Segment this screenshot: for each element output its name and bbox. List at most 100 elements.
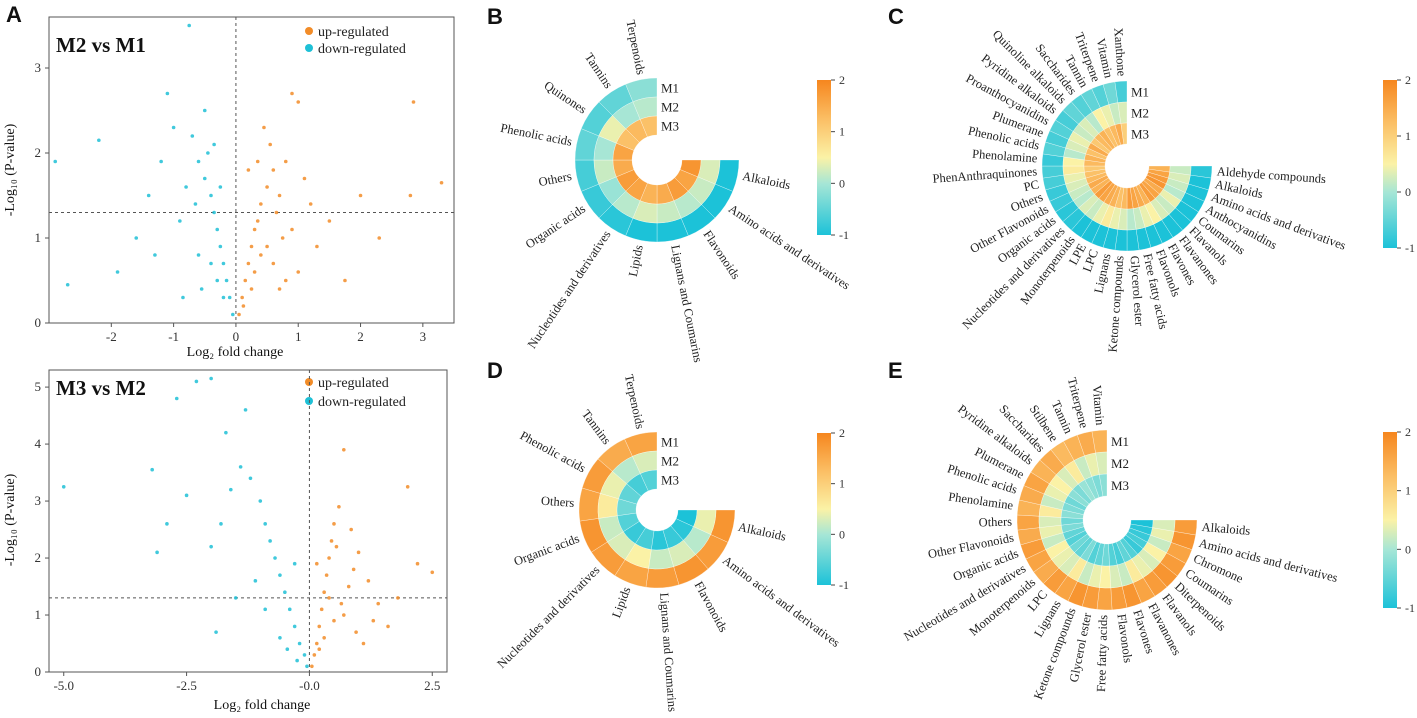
x-axis-label: Log₂ fold change <box>214 698 311 713</box>
up-regulated-point <box>337 504 341 509</box>
up-regulated-point <box>315 244 319 249</box>
down-regulated-point <box>302 653 307 657</box>
up-regulated-point <box>246 261 251 266</box>
up-regulated-point <box>334 544 339 549</box>
up-regulated-point <box>249 244 254 249</box>
up-regulated-point <box>349 527 353 532</box>
up-regulated-point <box>439 180 444 185</box>
x-tick-label: -2 <box>106 329 117 344</box>
down-regulated-point <box>155 550 159 555</box>
up-regulated-point <box>296 100 301 104</box>
down-regulated-point <box>214 630 218 634</box>
up-regulated-point <box>243 278 248 283</box>
up-regulated-point <box>332 522 336 526</box>
down-regulated-point <box>165 522 169 526</box>
x-tick-label: -2.5 <box>176 678 197 693</box>
down-regulated-point <box>224 430 228 435</box>
down-regulated-point <box>218 244 223 249</box>
category-label: Others <box>541 494 575 510</box>
up-regulated-point <box>371 618 376 623</box>
colorbar-tick-label: 1 <box>839 125 845 139</box>
panel-letter-b: B <box>487 4 503 29</box>
ring-label: M2 <box>1131 106 1149 121</box>
up-regulated-point <box>343 278 347 283</box>
y-tick-label: 3 <box>35 60 42 75</box>
category-label: Phenolic acids <box>499 121 573 149</box>
down-regulated-point <box>212 142 216 147</box>
up-regulated-point <box>310 664 314 669</box>
up-regulated-point <box>241 304 246 308</box>
down-regulated-point <box>219 522 223 526</box>
down-regulated-point <box>202 108 207 113</box>
colorbar-tick-label: 0 <box>1405 185 1411 199</box>
x-tick-label: -0.0 <box>299 678 320 693</box>
y-tick-label: 1 <box>35 607 42 622</box>
colorbar-tick-label: 2 <box>1405 73 1411 87</box>
category-label: Ketone compounds <box>1106 255 1127 353</box>
down-regulated-point <box>53 159 58 164</box>
down-regulated-point <box>218 185 223 189</box>
up-regulated-point <box>314 641 319 646</box>
up-regulated-point <box>408 193 413 198</box>
down-regulated-point <box>231 312 235 317</box>
down-regulated-point <box>206 151 210 155</box>
down-regulated-point <box>146 193 151 198</box>
up-regulated-point <box>354 630 358 634</box>
down-regulated-point <box>278 573 282 577</box>
y-tick-label: 3 <box>35 493 42 508</box>
up-regulated-point <box>386 624 390 629</box>
up-regulated-point <box>319 607 324 612</box>
down-regulated-point <box>248 476 253 481</box>
down-regulated-point <box>187 23 191 28</box>
ring-label: M2 <box>661 454 679 469</box>
up-regulated-point <box>327 596 331 600</box>
down-regulated-point <box>283 590 287 595</box>
down-regulated-point <box>165 91 170 96</box>
x-tick-label: 0 <box>233 329 240 344</box>
category-label: Amino acids and derivatives <box>726 202 853 293</box>
category-label: Tannins <box>579 407 614 447</box>
category-label: Vitamin <box>1090 385 1107 427</box>
up-regulated-point <box>277 287 282 291</box>
category-label: Alkaloids <box>741 169 792 192</box>
up-regulated-point <box>376 601 381 606</box>
panel-letter-a: A <box>6 2 22 27</box>
category-label: Alkaloids <box>1201 520 1251 538</box>
y-tick-label: 0 <box>35 664 42 679</box>
category-label: Xanthone <box>1111 27 1128 77</box>
up-regulated-point <box>277 193 282 198</box>
colorbar-tick-label: 0 <box>839 176 845 190</box>
volcano-plot-m3-vs-m2: M3 vs M2 up-regulated down-regulated Log… <box>3 369 448 713</box>
down-regulated-point <box>243 408 248 412</box>
down-regulated-point <box>199 287 204 291</box>
heatmap-cell-m3 <box>639 115 658 138</box>
colorbar-tick-label: -1 <box>1405 601 1415 615</box>
radial-heatmap-b: M1 M2 M3 Alkaloids Amino acids and derivativ… <box>499 19 852 364</box>
down-regulated-point <box>190 134 195 138</box>
down-regulated-point <box>268 539 272 543</box>
colorbar-tick-label: 2 <box>839 426 845 440</box>
category-label: Lignans and Coumarins <box>668 244 705 364</box>
category-label: Nucleotides and derivatives <box>494 563 602 671</box>
down-regulated-point <box>295 658 299 663</box>
up-regulated-point <box>283 278 288 283</box>
ring-label: M1 <box>1131 85 1149 100</box>
down-regulated-point <box>221 295 226 300</box>
y-axis-label: -Log₁₀ (P-value) <box>3 123 18 216</box>
category-label: Others <box>978 515 1012 530</box>
colorbar-tick-label: 2 <box>1405 425 1411 439</box>
down-regulated-point <box>212 210 216 215</box>
y-tick-label: 0 <box>35 315 42 330</box>
down-regulated-point <box>209 261 213 266</box>
category-label: Lignans and Coumarins <box>657 592 679 712</box>
colorbar-tick-label: 0 <box>839 527 845 541</box>
down-regulated-point <box>194 379 199 384</box>
up-regulated-point <box>312 653 317 657</box>
colorbar <box>817 80 831 235</box>
x-tick-label: -1 <box>168 329 179 344</box>
down-regulated-point <box>196 159 201 164</box>
legend-up-label: up-regulated <box>318 25 389 40</box>
colorbar-tick-label: 0 <box>1405 542 1411 556</box>
up-regulated-point <box>268 142 272 147</box>
heatmap-cell-m1 <box>1096 587 1113 611</box>
